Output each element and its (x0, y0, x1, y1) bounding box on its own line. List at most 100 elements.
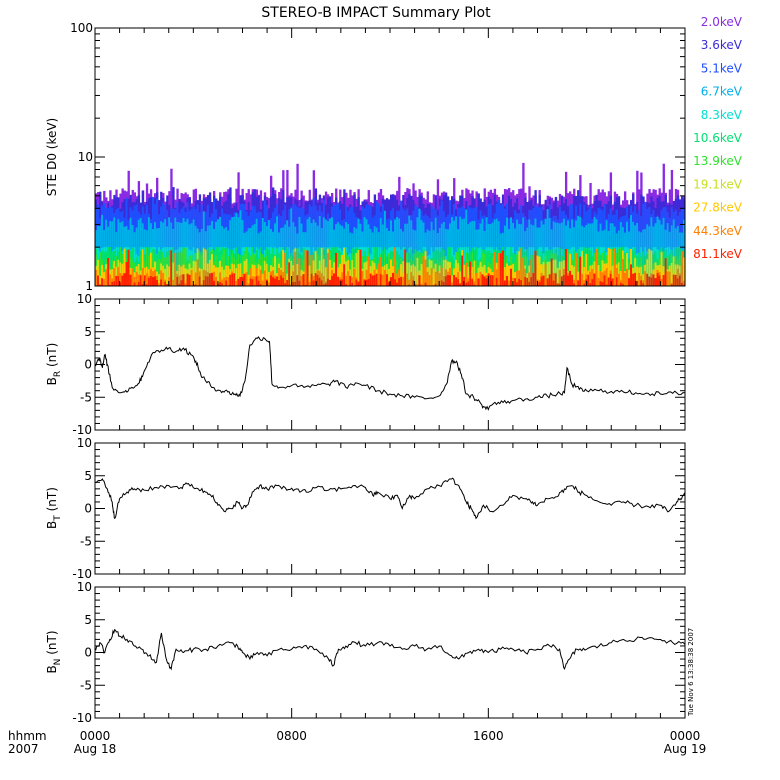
ste-bar-27.8keV (390, 259, 393, 286)
ste-bar-44.3keV (626, 268, 629, 286)
ste-bar-81.1keV (514, 278, 517, 286)
legend-entry: 27.8keV (693, 201, 743, 215)
ste-bar-81.1keV (634, 273, 637, 286)
ste-bar-44.3keV (638, 272, 641, 286)
ste-bar-81.1keV (554, 273, 558, 286)
ste-bar-81.1keV (355, 279, 358, 286)
bt-panel: -10 -5 0 5 10 BT (nT) (45, 436, 686, 581)
ste-bar-13.9keV (623, 255, 627, 286)
ste-bar-10.6keV (324, 247, 328, 286)
ste-bar-81.1keV (166, 284, 169, 286)
ste-bar-44.3keV (432, 284, 436, 286)
ste-bar-81.1keV (99, 284, 102, 286)
br-ylabel: BR (nT) (45, 343, 63, 386)
ste-bar-27.8keV (451, 275, 454, 286)
ste-bar-81.1keV (316, 274, 320, 286)
ste-bar-6.7keV (418, 208, 421, 286)
ste-bar-27.8keV (536, 255, 539, 286)
ste-bar-19.1keV (648, 249, 651, 286)
ste-bar-44.3keV (213, 271, 216, 286)
ste-bar-27.8keV (314, 251, 318, 286)
ste-bar-81.1keV (182, 274, 185, 286)
ste-bar-13.9keV (567, 251, 570, 286)
ste-bar-81.1keV (180, 280, 183, 286)
ste-bar-81.1keV (121, 275, 124, 286)
ste-bar-44.3keV (235, 281, 238, 286)
ste-bar-81.1keV (538, 281, 541, 286)
ste-bar-27.8keV (473, 274, 476, 286)
ste-bar-44.3keV (558, 270, 562, 286)
ste-bar-19.1keV (428, 259, 431, 286)
legend-entry: 19.1keV (693, 177, 743, 191)
ste-bar-44.3keV (660, 279, 663, 286)
ste-bar-81.1keV (349, 275, 352, 286)
ste-bar-44.3keV (530, 259, 533, 286)
ste-bar-44.3keV (219, 272, 222, 286)
ste-bar-81.1keV (156, 279, 159, 286)
ste-bar-19.1keV (166, 264, 169, 286)
ste-bar-27.8keV (660, 251, 663, 286)
y-tick-label: -10 (72, 711, 92, 725)
ste-bar-81.1keV (530, 277, 533, 286)
ste-bar-44.3keV (479, 271, 482, 286)
ste-bar-81.1keV (593, 273, 596, 286)
ste-bar-81.1keV (424, 282, 427, 286)
ste-bar-19.1keV (274, 256, 277, 286)
ste-bar-81.1keV (453, 274, 456, 286)
ste-bar-81.1keV (516, 282, 519, 286)
br-ylabel-unit: (nT) (45, 343, 59, 371)
ste-bar-6.7keV (453, 220, 456, 286)
ste-bar-81.1keV (664, 258, 667, 286)
ste-bar-81.1keV (418, 275, 421, 286)
ste-bar-81.1keV (320, 280, 324, 286)
ste-bar-81.1keV (111, 281, 114, 286)
bn-panel: -10 -5 0 5 10 BN (nT) Tue Nov 6 13:38:38 200… (45, 580, 695, 725)
ste-bar-27.8keV (505, 264, 509, 286)
ste-bar-44.3keV (442, 276, 446, 286)
ste-bar-81.1keV (367, 279, 370, 286)
ste-bar-44.3keV (227, 277, 230, 286)
legend-entry: 5.1keV (701, 61, 743, 75)
time-tick-label: 1600 (473, 729, 504, 743)
ste-bar-81.1keV (469, 261, 472, 286)
ste-bar-81.1keV (318, 277, 322, 286)
ste-bar-6.7keV (310, 223, 313, 286)
ste-bar-27.8keV (442, 264, 446, 286)
ste-bar-6.7keV (239, 210, 242, 286)
ste-bar-27.8keV (577, 273, 580, 286)
ste-bar-27.8keV (101, 264, 104, 286)
br-panel: -10 -5 0 5 10 BR (nT) (45, 292, 686, 437)
ste-bar-81.1keV (400, 276, 403, 286)
ste-bar-81.1keV (569, 270, 572, 286)
ste-bar-44.3keV (215, 276, 218, 286)
ste-bar-6.7keV (261, 217, 265, 286)
ste-bar-10.6keV (109, 247, 112, 286)
ste-bar-44.3keV (367, 256, 370, 286)
plot-title: STEREO-B IMPACT Summary Plot (261, 5, 491, 21)
ste-bar-81.1keV (520, 280, 523, 286)
ste-bar-19.1keV (416, 258, 419, 286)
ste-bar-44.3keV (292, 271, 295, 286)
br-ylabel-main: B (45, 377, 59, 385)
ste-bar-81.1keV (562, 275, 566, 286)
ste-bar-6.7keV (137, 219, 141, 286)
ste-bar-44.3keV (428, 275, 431, 286)
ste-bar-81.1keV (237, 278, 240, 286)
ste-bar-81.1keV (231, 273, 234, 286)
ste-bar-19.1keV (172, 262, 175, 286)
y-tick-label: 0 (84, 358, 92, 372)
ste-bar-81.1keV (605, 284, 608, 286)
time-axis-label-hhmm: hhmm (8, 729, 47, 743)
ste-bar-44.3keV (613, 248, 617, 286)
ste-bar-81.1keV (465, 282, 468, 286)
ste-bar-81.1keV (282, 277, 285, 286)
ste-bar-44.3keV (573, 279, 576, 286)
ste-bar-44.3keV (158, 283, 161, 286)
y-tick-label: -5 (80, 390, 92, 404)
br-panel-frame (94, 298, 686, 431)
ste-bar-81.1keV (160, 279, 163, 286)
ste-bar-27.8keV (166, 276, 169, 286)
ste-bar-81.1keV (302, 274, 305, 286)
bt-ticks: -10 -5 0 5 10 (72, 436, 686, 581)
ste-bar-27.8keV (158, 279, 161, 286)
